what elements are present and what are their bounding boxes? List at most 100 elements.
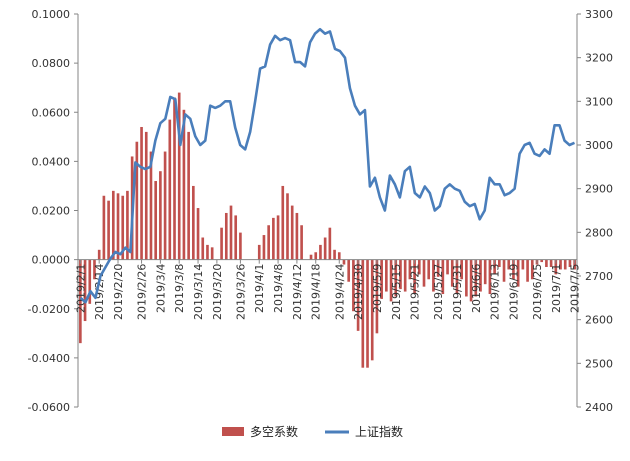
y-right-tick-label: 2600: [585, 314, 613, 327]
bar: [168, 119, 172, 260]
bar: [394, 259, 398, 297]
legend-label-line: 上证指数: [355, 424, 403, 439]
bar: [177, 92, 181, 260]
bar: [483, 259, 487, 285]
bar: [239, 232, 242, 260]
y-right-tick-label: 3200: [585, 52, 613, 65]
bar: [267, 225, 270, 260]
y-left-tick-label: -0.0600: [28, 401, 70, 414]
bar: [568, 259, 572, 267]
bar: [201, 237, 205, 260]
x-tick-label: 2019/6/25: [531, 264, 544, 320]
x-tick-label: 2019/4/24: [333, 264, 346, 320]
bar: [446, 259, 449, 275]
x-tick-label: 2019/5/27: [432, 264, 445, 320]
bar: [526, 259, 529, 282]
bar: [403, 259, 407, 292]
bar: [493, 259, 496, 275]
x-tick-label: 2019/6/19: [507, 264, 520, 320]
bar: [559, 259, 562, 270]
bar: [173, 97, 176, 260]
x-tick-label: 2019/2/26: [136, 264, 149, 320]
bar: [352, 259, 355, 312]
bar: [455, 259, 459, 295]
bar: [149, 151, 153, 260]
bar: [206, 244, 209, 260]
bar: [234, 215, 238, 260]
bar: [427, 259, 431, 280]
y-left-tick-label: 0.0600: [32, 106, 71, 119]
bar: [286, 193, 289, 260]
bar: [107, 200, 110, 260]
bar: [323, 237, 327, 260]
x-tick-labels-group: 2019/2/1 2019/2/14 2019/2/20 2019/2/26 2019/…: [74, 259, 582, 320]
bar: [422, 259, 426, 287]
y-right-tick-label: 2700: [585, 270, 613, 283]
x-tick-label: 2019/3/20: [211, 264, 224, 320]
axes-group: -0.0600 -0.0400 -0.0200 0.0000 0.0200 0.0400 0…: [28, 8, 613, 414]
bar: [436, 259, 440, 277]
y-left-tick-label: 0.0000: [32, 254, 71, 267]
x-tick-label: 2019/5/31: [451, 264, 464, 320]
bar: [210, 247, 214, 260]
bar: [224, 212, 228, 260]
bar: [573, 259, 576, 270]
legend-swatch-bar: [222, 427, 244, 436]
x-tick-label: 2019/5/9: [371, 264, 384, 313]
bar: [563, 259, 567, 270]
bar: [342, 259, 346, 265]
bar: [262, 235, 266, 260]
y-left-tick-label: 0.0200: [32, 205, 71, 218]
bar: [502, 259, 506, 282]
bar: [385, 259, 388, 292]
y-left-tick-label: 0.0400: [32, 155, 71, 168]
x-tick-label: 2019/4/8: [272, 264, 285, 313]
bar: [479, 259, 482, 292]
bar: [389, 259, 393, 302]
x-tick-label: 2019/7/1: [550, 264, 563, 313]
y-right-tick-label: 2900: [585, 183, 613, 196]
bar: [441, 259, 445, 295]
x-tick-label: 2019/6/6: [470, 264, 483, 313]
bar: [144, 131, 148, 260]
y-right-tick-label: 3000: [585, 139, 613, 152]
bar: [375, 259, 379, 334]
x-tick-label: 2019/4/18: [310, 264, 323, 320]
bar: [192, 185, 195, 260]
bar: [159, 171, 162, 260]
bar: [121, 195, 125, 260]
bar: [469, 259, 473, 302]
x-tick-label: 2019/7/5: [569, 264, 582, 313]
bar: [413, 259, 416, 295]
bar: [450, 259, 454, 287]
bar: [182, 109, 186, 260]
bar: [83, 259, 87, 322]
y-left-tick-label: -0.0400: [28, 352, 70, 365]
bar: [337, 252, 341, 260]
y-left-tick-label: 0.0800: [32, 57, 71, 70]
bar: [488, 259, 492, 295]
bar: [380, 259, 383, 299]
bar: [281, 185, 285, 260]
bar: [516, 259, 520, 287]
bar: [290, 205, 294, 260]
bar: [333, 249, 336, 260]
bar: [408, 259, 412, 280]
bar: [347, 259, 351, 282]
bar: [79, 259, 82, 344]
bar: [507, 259, 511, 270]
bar: [295, 212, 299, 260]
y-right-tick-label: 2400: [585, 401, 613, 414]
bar: [417, 259, 421, 275]
y-right-tick-label: 2800: [585, 226, 613, 239]
bar: [272, 217, 275, 260]
bar: [140, 126, 143, 260]
x-tick-label: 2019/4/30: [352, 264, 365, 320]
bar: [521, 259, 525, 270]
bar: [276, 215, 280, 260]
bar: [540, 259, 544, 263]
bar: [93, 259, 96, 280]
y-left-tick-label: -0.0200: [28, 303, 70, 316]
y-right-tick-label: 3100: [585, 95, 613, 108]
